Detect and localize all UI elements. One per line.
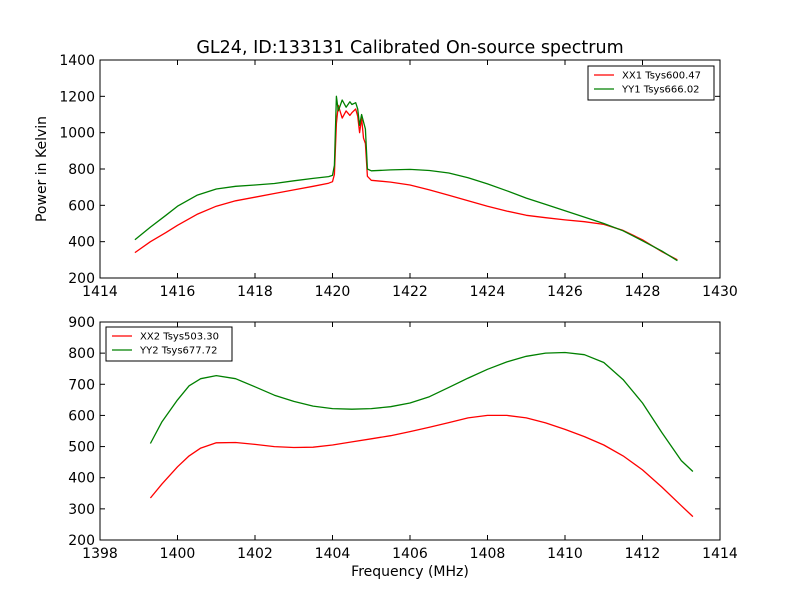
- series-line-xx1: [134, 104, 678, 261]
- y-tick-label: 200: [68, 533, 95, 549]
- legend-label: XX1 Tsys600.47: [622, 71, 701, 82]
- y-axis-label: Power in Kelvin: [34, 116, 50, 222]
- x-tick-label: 1404: [315, 546, 351, 562]
- y-tick-label: 600: [68, 408, 95, 424]
- x-tick-label: 1424: [470, 284, 506, 300]
- x-tick-label: 1414: [82, 284, 118, 300]
- series-line-yy1: [134, 95, 678, 262]
- y-tick-label: 1400: [59, 53, 95, 69]
- x-tick-label: 1402: [237, 546, 273, 562]
- x-tick-label: 1408: [470, 546, 506, 562]
- legend: XX1 Tsys600.47 YY1 Tsys666.02: [587, 65, 715, 101]
- x-tick-label: 1420: [315, 284, 351, 300]
- y-tick-label: 200: [68, 271, 95, 287]
- x-tick-label: 1398: [82, 546, 118, 562]
- x-tick-label: 1426: [547, 284, 583, 300]
- x-tick-label: 1430: [702, 284, 738, 300]
- figure-title: GL24, ID:133131 Calibrated On-source spe…: [196, 38, 623, 58]
- x-tick-label: 1428: [625, 284, 661, 300]
- x-tick-label: 1422: [392, 284, 428, 300]
- legend-label: YY1 Tsys666.02: [621, 85, 700, 96]
- x-tick-label: 1400: [160, 546, 196, 562]
- plot-panel-1: 1414 1416 1418 1420 1422 1424 1426 1428 1430 200 4…: [34, 53, 738, 300]
- y-tick-label: 1000: [59, 126, 95, 142]
- y-tick-label: 600: [68, 198, 95, 214]
- x-tick-label: 1416: [160, 284, 196, 300]
- x-tick-label: 1406: [392, 546, 428, 562]
- y-tick-label: 700: [68, 377, 95, 393]
- y-tick-label: 400: [68, 235, 95, 251]
- x-tick-label: 1410: [547, 546, 583, 562]
- legend-box: [587, 65, 715, 101]
- legend-label: XX2 Tsys503.30: [140, 332, 219, 343]
- x-tick-label: 1414: [702, 546, 738, 562]
- y-tick-label: 900: [68, 315, 95, 331]
- x-tick-label: 1418: [237, 284, 273, 300]
- plot-panel-2: 1398 1400 1402 1404 1406 1408 1410 1412 1414 200 3…: [68, 315, 738, 580]
- legend-box: [105, 326, 233, 362]
- y-tick-label: 800: [68, 346, 95, 362]
- y-tick-label: 1200: [59, 89, 95, 105]
- y-tick-label: 400: [68, 471, 95, 487]
- y-tick-label: 800: [68, 162, 95, 178]
- legend-label: YY2 Tsys677.72: [139, 346, 218, 357]
- series-line-xx2: [149, 414, 694, 518]
- y-tick-label: 500: [68, 440, 95, 456]
- y-tick-label: 300: [68, 502, 95, 518]
- series-line-yy2: [149, 351, 694, 472]
- legend: XX2 Tsys503.30 YY2 Tsys677.72: [105, 326, 233, 362]
- x-axis-label: Frequency (MHz): [351, 564, 469, 580]
- x-tick-label: 1412: [625, 546, 661, 562]
